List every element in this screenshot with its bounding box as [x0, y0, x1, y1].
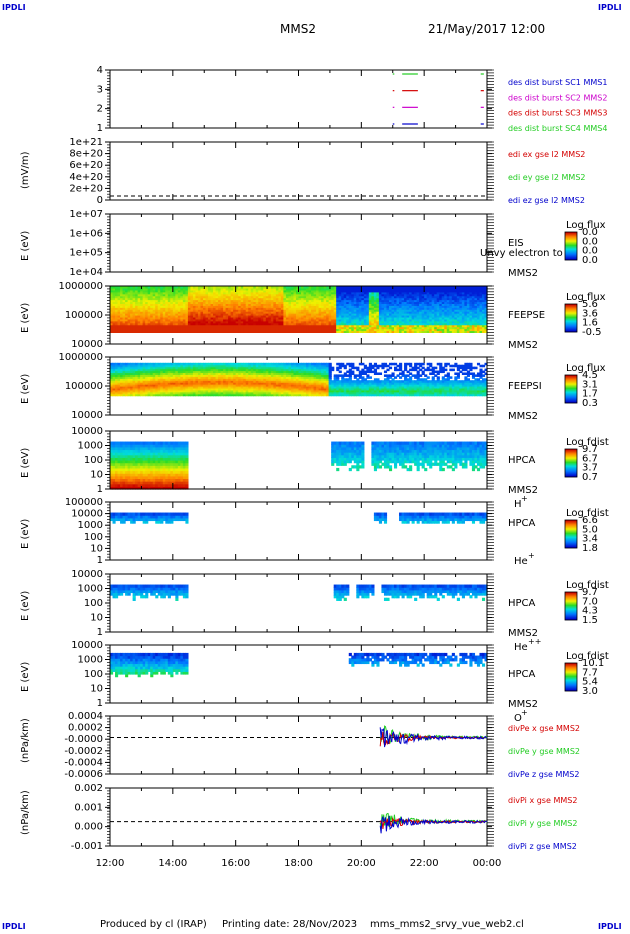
burst-legend-0: des dist burst SC1 MMS1	[508, 78, 607, 87]
feepsi-spectrogram	[110, 363, 488, 396]
feepse-ylabel: E (eV)	[20, 303, 31, 333]
burst-ytick-label: 1	[97, 123, 103, 134]
edi-ytick-label: 8e+20	[69, 149, 103, 160]
feepse-spacecraft-label: MMS2	[508, 340, 538, 351]
edi-legend-1: edi ey gse l2 MMS2	[508, 173, 586, 182]
burst-legend-2: des dist burst SC3 MMS3	[508, 109, 607, 118]
feepse-ytick-label: 1000000	[58, 281, 103, 292]
edi-ytick-label: 0	[97, 195, 103, 206]
feepse-ytick-label: 10000	[71, 339, 103, 350]
eis-spacecraft-label: MMS2	[508, 268, 538, 279]
burst-frame	[110, 70, 487, 128]
edi-legend-0: edi ex gse l2 MMS2	[508, 150, 585, 159]
eis-overlay-text: Unvy electron to	[480, 248, 563, 259]
eis-ytick-label: 1e+05	[69, 248, 103, 259]
edi-ytick-label: 4e+20	[69, 172, 103, 183]
burst-ytick-label: 3	[97, 84, 103, 95]
eis-ytick-label: 1e+06	[69, 228, 103, 239]
edi-ytick-label: 6e+20	[69, 160, 103, 171]
eis-frame	[110, 214, 487, 272]
feepse-ytick-label: 100000	[65, 310, 103, 321]
feepse-spectrogram	[110, 286, 488, 333]
mms-summary-plot: 1 2 3 4 des dist burst SC1 MMS1 des dist burs…	[0, 0, 630, 934]
eis-ytick-label: 1e+07	[69, 209, 103, 220]
eis-ylabel: E (eV)	[20, 231, 31, 261]
eis-ytick-label: 1e+04	[69, 267, 103, 278]
edi-ytick-label: 2e+20	[69, 183, 103, 194]
feepse-instrument-label: FEEPSE	[508, 310, 545, 321]
edi-ytick-label: 1e+21	[69, 137, 103, 148]
edi-legend-2: edi ez gse l2 MMS2	[508, 196, 585, 205]
burst-ytick-label: 4	[97, 65, 103, 76]
burst-legend-1: des dist burst SC2 MMS2	[508, 93, 607, 102]
edi-frame	[110, 142, 487, 200]
burst-ytick-label: 2	[97, 104, 103, 115]
eis-cbar-tick: 0.0	[582, 255, 598, 266]
burst-legend-3: des dist burst SC4 MMS4	[508, 124, 607, 133]
edi-ylabel: (mV/m)	[20, 151, 31, 189]
feepse-cbar-tick: -0.5	[582, 327, 602, 338]
